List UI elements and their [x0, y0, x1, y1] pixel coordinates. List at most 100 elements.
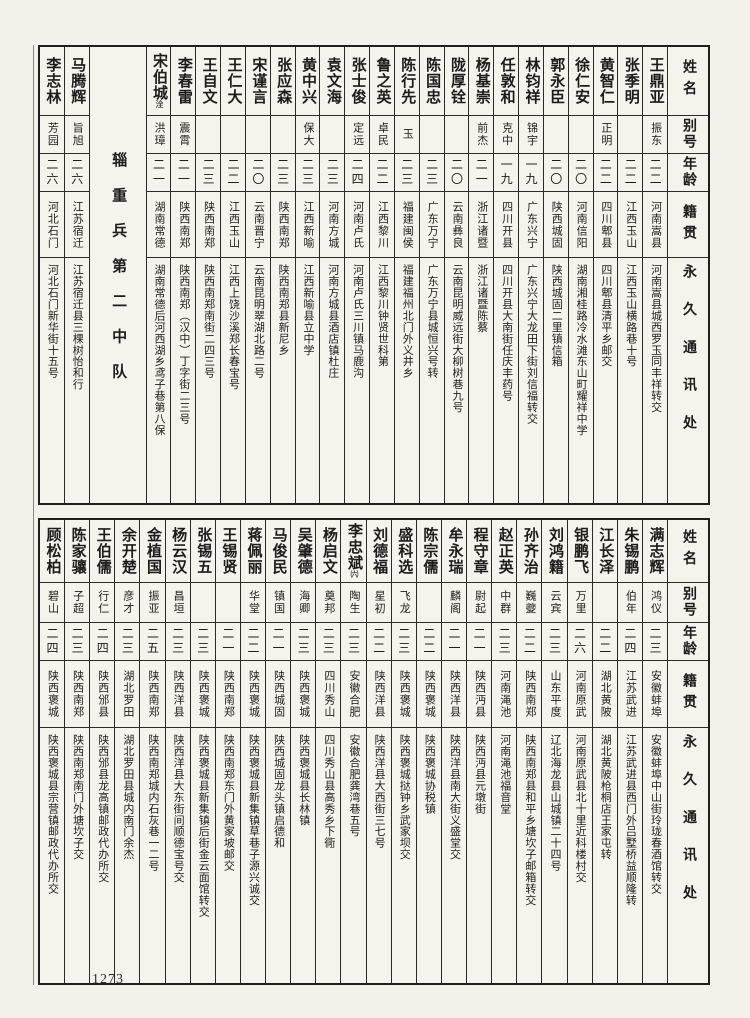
roster-column: 王鼎亚 振东 二二 河南嵩县 河南嵩县城西罗玉同丰祥转交: [643, 47, 668, 503]
address-cell: 陕西南郑南街二四三号: [196, 257, 221, 503]
roster-column: 任敦和 克中 一九 四川开县 四川开县大南街任庆丰药号: [494, 47, 520, 503]
header-column: 姓名 别号 年龄 籍贯 永久通讯处: [668, 47, 708, 503]
address-cell: 安徽蚌埠中山街玲珑春酒馆转交: [642, 727, 667, 983]
native-place-cell: 江苏武进: [617, 660, 642, 727]
alias-cell: 行仁: [90, 582, 115, 622]
age-cell: 二四: [39, 622, 64, 660]
age-cell: 二六: [567, 622, 592, 660]
native-place-cell: 河南信阳: [568, 191, 593, 257]
age-cell: 二三: [165, 622, 190, 660]
roster-column: 金植国 振亚 二五 陕西南郑 陕西南郑城内石灰巷一二号: [140, 520, 166, 983]
address-cell: 河南方城县酒店镇杜庄: [320, 257, 345, 503]
age-cell: 二五: [140, 622, 165, 660]
native-place-cell: 湖南常德: [146, 191, 171, 257]
alias-cell: 麟阁: [441, 582, 466, 622]
age-cell: 二三: [320, 153, 345, 191]
native-place-cell: 四川秀山: [316, 660, 341, 727]
roster-column: 银鹏飞 万里 二六 河南原武 河南原武县北十里近科楼村交: [567, 520, 593, 983]
age-cell: 二三: [190, 622, 215, 660]
alias-cell: 星初: [366, 582, 391, 622]
roster-column: 林钧祥 锦宇 一九 广东兴宁 广东兴宁大龙田下街刘信福转交: [519, 47, 544, 503]
roster-column: 李春雷 震霄 二一 陕西南郑 陕西南郑（汉中）丁字街二三号: [171, 47, 197, 503]
address-cell: 四川秀山县高秀乡下衕: [316, 727, 341, 983]
address-cell: 湖南湘桂路冷水滩东山町耀祥中学: [568, 257, 593, 503]
alias-cell: [245, 115, 270, 153]
roster-column: 余开楚 彦才 二三 湖北罗田 湖北罗田县城内南门余杰: [115, 520, 141, 983]
name-cell: 黄智仁: [597, 57, 614, 105]
native-place-cell: 湖北罗田: [115, 660, 140, 727]
roster-column: 黄智仁 正明 二二 四川郫县 四川郫县清平乡邮交: [593, 47, 619, 503]
roster-column: 王自文 二三 陕西南郑 陕西南郑南街二四三号: [196, 47, 222, 503]
name-cell: 鲁之英: [374, 57, 391, 105]
address-cell: 云南昆明翠湖北路二号: [245, 257, 270, 503]
section-column: 辎重兵第二中队: [90, 47, 147, 503]
name-cell: 杨启文: [320, 527, 337, 575]
address-cell: 河北石门新华街十五号: [39, 257, 64, 503]
address-cell: 云南昆明威远街大柳树巷九号: [444, 257, 469, 503]
roster-column: 马俊民 镇国 二一 陕西城固 陕西城固龙头镇启德和: [266, 520, 292, 983]
native-place-cell: 河南嵩县: [643, 191, 667, 257]
roster-column: 陈国忠 二三 广东万宁 广东万宁县城恒兴号转: [419, 47, 445, 503]
native-place-cell: 陕西南郑: [140, 660, 165, 727]
roster-column: 王伯儒 行仁 二四 陕西邠县 陕西邠县龙高镇邮政代办所交: [90, 520, 116, 983]
address-cell: 四川开县大南街任庆丰药号: [494, 257, 519, 503]
address-cell: 江西新喻县立中学: [295, 257, 320, 503]
name-cell: 郭永臣: [548, 57, 565, 105]
native-place-cell: 陕西褒城: [240, 660, 265, 727]
address-cell: 陕西褒城挞钟乡武家坝交: [391, 727, 416, 983]
age-cell: 二三: [316, 622, 341, 660]
roster-column: 孙齐治 巍夔 二二 陕西南郑 陕西南郑县和平乡塘坎子邮箱转交: [517, 520, 543, 983]
alias-cell: 奠邦: [316, 582, 341, 622]
native-place-cell: 陕西褒城: [391, 660, 416, 727]
age-cell: 二三: [115, 622, 140, 660]
name-cell: 王自文: [200, 57, 217, 105]
age-cell: 二三: [492, 622, 517, 660]
page-spine-line: [33, 45, 34, 985]
roster-column: 张应森 二三 陕西南郑 陕西南郑县新尼乡: [270, 47, 296, 503]
name-cell: 杨云汉: [170, 527, 187, 575]
roster-column: 蒋佩丽 华堂 二二 陕西褒城 陕西褒城县新集镇草巷子源兴诚交: [240, 520, 266, 983]
age-cell: 二四: [90, 622, 115, 660]
native-place-cell: 陕西洋县: [165, 660, 190, 727]
address-cell: 陕西南郑东门外黄家坡邮交: [215, 727, 240, 983]
age-cell: 二三: [295, 153, 320, 191]
age-cell: 二一: [146, 153, 171, 191]
alias-cell: [215, 582, 240, 622]
age-cell: 二〇: [444, 153, 469, 191]
age-cell: 二四: [345, 153, 370, 191]
alias-cell: [196, 115, 221, 153]
name-cell: 李忠斌㈥: [345, 522, 362, 580]
address-cell: 陕西褒城县新集镇后街金云面馆转交: [190, 727, 215, 983]
roster-column: 王仁大 二二 江西玉山 江西上饶沙溪郑长春宝号: [221, 47, 246, 503]
native-place-cell: 江苏宿迁: [64, 191, 89, 257]
alias-cell: 华堂: [240, 582, 265, 622]
age-cell: 二二: [221, 153, 245, 191]
address-cell: 江苏宿迁县三棵树怡和行: [64, 257, 89, 503]
name-cell: 刘鸿籍: [546, 527, 563, 575]
header-native-place: 籍贯: [668, 660, 708, 727]
roster-column: 陈家骧 子超 二三 陕西南郑 陕西南郑南门外塘坎子交: [65, 520, 91, 983]
name-cell: 江长泽: [597, 527, 614, 575]
alias-cell: [221, 115, 245, 153]
roster-column: 顾松柏 碧山 二四 陕西褒城 陕西褒城县宗营镇邮政代办所交: [39, 520, 65, 983]
alias-cell: 前杰: [469, 115, 494, 153]
roster-column: 鲁之英 卓民 二二 江西黎川 江西黎川钟贤世科第: [370, 47, 395, 503]
address-cell: 江苏武进县西门外吕墅桥益顺隆转: [617, 727, 642, 983]
age-cell: 二三: [196, 153, 221, 191]
alias-cell: 海卿: [291, 582, 316, 622]
age-cell: 二二: [416, 622, 441, 660]
age-cell: 二六: [39, 153, 64, 191]
name-cell: 陈宗儒: [421, 527, 438, 575]
name-cell: 张士俊: [349, 57, 366, 105]
age-cell: 二三: [291, 622, 316, 660]
name-cell: 刘德福: [371, 527, 388, 575]
native-place-cell: 河南卢氏: [345, 191, 370, 257]
roster-column: 程守章 尉起 二一 陕西沔县 陕西沔县元墩街: [467, 520, 493, 983]
address-cell: 陕西南郑县新尼乡: [270, 257, 295, 503]
alias-cell: [618, 115, 643, 153]
roster-table-bottom: 姓名 别号 年龄 籍贯 永久通讯处 满志辉 鸿仪 二三 安徽蚌埠 安徽蚌埠中山街玲珑春酒…: [38, 518, 710, 985]
alias-cell: 鸿仪: [642, 582, 667, 622]
address-cell: 陕西褒城县长林镇: [291, 727, 316, 983]
address-cell: 陕西褒城县宗营镇邮政代办所交: [39, 727, 64, 983]
native-place-cell: 陕西褒城: [39, 660, 64, 727]
